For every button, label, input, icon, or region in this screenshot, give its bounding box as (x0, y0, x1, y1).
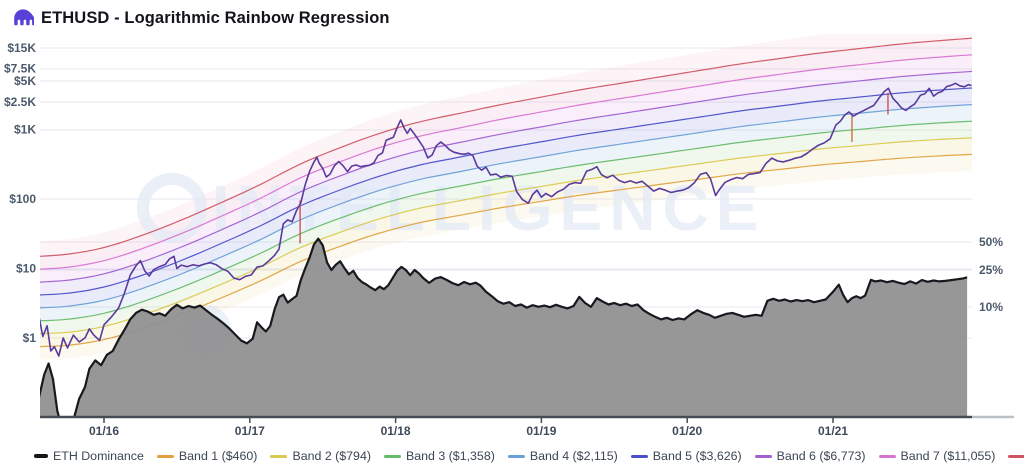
legend-label: Band 1 ($460) (178, 449, 258, 463)
pct-axis-label: 25% (979, 263, 1003, 277)
legend-item-band-6-6-773[interactable]: Band 6 ($6,773) (754, 449, 866, 463)
band-fill-7 (40, 54, 972, 283)
legend-item-band-3-1-358[interactable]: Band 3 ($1,358) (383, 449, 495, 463)
y-axis-label: $7.5K (4, 62, 36, 76)
x-axis-label: 01/16 (89, 424, 119, 438)
legend-item-band-7-11-055[interactable]: Band 7 ($11,055) (878, 449, 996, 463)
dominance-fill (40, 238, 968, 417)
legend-label: Band 5 ($3,626) (652, 449, 742, 463)
legend-item-band-2-794[interactable]: Band 2 ($794) (270, 449, 371, 463)
y-axis-label: $2.5K (4, 95, 36, 109)
band-line-7 (40, 54, 972, 270)
band-fill-5 (40, 88, 972, 308)
legend-item-band-8-20-550[interactable]: Band 8 ($20,550) (1008, 449, 1024, 463)
page-title: ETHUSD - Logarithmic Rainbow Regression (41, 8, 390, 27)
y-axis-label: $100 (9, 192, 36, 206)
chart-header: ETHUSD - Logarithmic Rainbow Regression (12, 6, 390, 30)
y-axis-label: $1K (14, 123, 36, 137)
band-line-4 (40, 104, 972, 309)
legend-item-band-4-2-115[interactable]: Band 4 ($2,115) (507, 449, 618, 463)
price-wicks (299, 92, 889, 244)
y-axis-right: 50% 25% 10% (979, 235, 1003, 314)
y-axis-label: $5K (14, 74, 36, 88)
x-axis-label: 01/20 (672, 424, 702, 438)
band-line-6 (40, 70, 972, 283)
legend-label: Band 4 ($2,115) (529, 449, 618, 463)
band-fill-4 (40, 104, 972, 321)
x-axis-label: 01/17 (235, 424, 265, 438)
legend-swatch (754, 454, 772, 458)
x-axis-label: 01/19 (526, 424, 556, 438)
legend-label: Band 2 ($794) (292, 449, 371, 463)
y-axis-label: $15K (7, 41, 36, 55)
legend-label: Band 6 ($6,773) (776, 449, 866, 463)
legend-label: Band 3 ($1,358) (405, 449, 495, 463)
legend-swatch (1008, 454, 1024, 458)
band-fill-3 (40, 121, 972, 334)
band-line-8 (40, 37, 972, 257)
x-axis: 01/16 01/17 01/18 01/19 01/20 01/21 (40, 415, 1014, 438)
band-line-2 (40, 137, 972, 335)
band-fill-6 (40, 71, 972, 296)
x-axis-label: 01/18 (381, 424, 411, 438)
pct-axis-label: 50% (979, 235, 1003, 249)
y-axis-label: $10 (16, 262, 36, 276)
band-line-5 (40, 87, 972, 296)
legend-label: Band 7 ($11,055) (900, 449, 996, 463)
rainbow-band-lines (40, 37, 972, 348)
legend-swatch (34, 454, 48, 458)
legend-item-band-1-460[interactable]: Band 1 ($460) (156, 449, 258, 463)
legend-swatch (156, 454, 174, 458)
pct-axis-label: 10% (979, 300, 1003, 314)
band-line-3 (40, 120, 972, 322)
eth-price-line (40, 82, 972, 357)
dominance-outline (40, 237, 968, 417)
legend-label: ETH Dominance (53, 449, 144, 463)
legend-swatch (270, 454, 288, 458)
legend-swatch (878, 454, 896, 458)
legend-item-band-5-3-626[interactable]: Band 5 ($3,626) (630, 449, 742, 463)
x-axis-label: 01/21 (818, 424, 848, 438)
legend-swatch (507, 454, 525, 458)
band-fill-8 (40, 38, 972, 270)
legend: ETH Dominance Band 1 ($460) Band 2 ($794) B… (34, 449, 1024, 463)
kraken-logo-icon (12, 7, 34, 29)
legend-swatch (383, 454, 401, 458)
legend-swatch (630, 454, 648, 458)
legend-item-eth-dominance[interactable]: ETH Dominance (34, 449, 144, 463)
y-axis-left: $15K $7.5K$5K $2.5K $1K $100 $10 $1 (4, 41, 36, 345)
y-axis-label: $1 (23, 331, 37, 345)
band-fill-above (40, 34, 972, 257)
eth-dominance-area (40, 237, 968, 417)
